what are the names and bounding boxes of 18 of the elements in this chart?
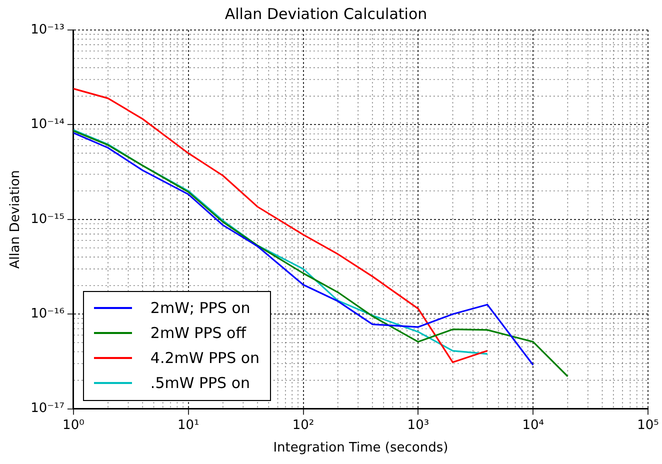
legend-label: 4.2mW PPS on <box>150 348 260 369</box>
y-tick-label: 10⁻¹⁷ <box>30 401 64 416</box>
legend-label: 2mW PPS off <box>150 322 246 344</box>
y-tick-label: 10⁻¹³ <box>30 22 64 38</box>
y-tick-label: 10⁻¹⁵ <box>30 212 64 227</box>
chart-title: Allan Deviation Calculation <box>224 4 428 23</box>
x-tick-label: 10⁰ <box>62 418 84 433</box>
x-tick-label: 10² <box>292 418 314 433</box>
x-tick-label: 10¹ <box>177 418 200 433</box>
y-axis-title: Allan Deviation <box>8 170 24 269</box>
x-tick-label: 10⁴ <box>522 418 544 433</box>
x-axis-title: Integration Time (seconds) <box>273 440 448 456</box>
legend-label: .5mW PPS on <box>150 372 250 394</box>
y-tick-label: 10⁻¹⁴ <box>30 117 64 132</box>
x-tick-label: 10³ <box>407 418 430 433</box>
x-tick-label: 10⁵ <box>637 418 659 433</box>
legend-label: 2mW; PPS on <box>150 298 250 319</box>
y-tick-label: 10⁻¹⁶ <box>30 306 64 322</box>
